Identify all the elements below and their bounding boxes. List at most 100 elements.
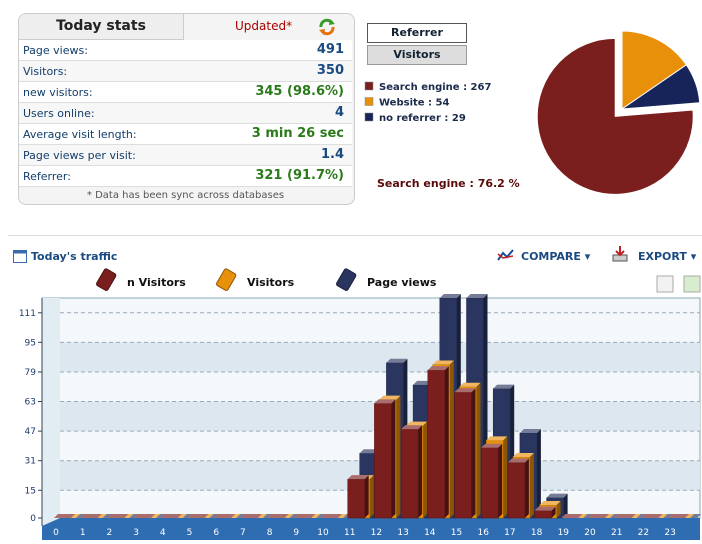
stat-row: Average visit length: 3 min 26 sec — [19, 124, 352, 145]
bar — [534, 510, 552, 519]
bar-top — [107, 514, 129, 518]
bar — [427, 369, 446, 519]
bar-top — [641, 514, 663, 518]
bar-top — [347, 475, 369, 480]
bar-top — [134, 514, 156, 518]
stats-tab[interactable]: Today stats — [19, 14, 184, 40]
y-tick-label: 31 — [25, 457, 36, 467]
bar-top — [401, 425, 423, 430]
visitors-button[interactable]: Visitors — [367, 45, 467, 65]
x-tick-label: 10 — [317, 528, 329, 538]
export-button[interactable]: EXPORT ▾ — [638, 250, 697, 263]
x-tick-label: 7 — [240, 528, 246, 538]
compare-label[interactable]: COMPARE — [521, 250, 581, 263]
pie-slice — [621, 30, 688, 110]
pie-annotation: Search engine : 76.2 % — [377, 177, 520, 190]
stat-value: 350 — [316, 63, 344, 78]
legend-label: Page views — [367, 276, 437, 289]
pie-slice — [620, 64, 701, 110]
stat-value: 3 min 26 sec — [251, 126, 344, 141]
pie-slice — [536, 37, 694, 195]
bar — [454, 392, 472, 519]
bar-top — [432, 360, 454, 365]
grid-band — [60, 342, 700, 372]
stat-value: 345 (98.6%) — [255, 84, 344, 99]
stat-row: new visitors: 345 (98.6%) — [19, 82, 352, 103]
bar-side — [524, 458, 529, 518]
bar-side — [396, 395, 401, 518]
calendar-icon — [13, 250, 27, 263]
bar-side — [503, 436, 508, 518]
bar — [480, 447, 499, 519]
export-label[interactable]: EXPORT — [638, 250, 687, 263]
bar-top — [80, 514, 102, 518]
stat-row: Page views per visit: 1.4 — [19, 145, 352, 166]
x-tick-label: 22 — [638, 528, 649, 538]
bar-top — [240, 514, 262, 518]
x-tick-label: 6 — [213, 528, 219, 538]
stat-value: 1.4 — [320, 147, 344, 162]
y-tick-label: 79 — [25, 368, 37, 378]
refresh-icon[interactable] — [317, 17, 337, 37]
y-tick-label: 0 — [30, 514, 36, 524]
stat-value: 4 — [334, 105, 344, 120]
x-tick-label: 0 — [53, 528, 59, 538]
legend-icon — [336, 268, 357, 291]
bar-top — [386, 358, 408, 363]
export-icon — [612, 246, 628, 262]
y-tick-label: 95 — [25, 338, 36, 348]
updated-label: Updated* — [235, 19, 293, 33]
legend-label: n Visitors — [127, 276, 186, 289]
bar-side — [529, 452, 534, 518]
bar-top — [321, 514, 342, 518]
bar-side — [563, 493, 568, 518]
compare-icon — [497, 249, 514, 261]
bar-side — [391, 399, 396, 518]
x-tick-label: 13 — [397, 528, 408, 538]
bar-top — [267, 514, 289, 518]
x-tick-label: 12 — [371, 528, 382, 538]
bar-top — [481, 443, 503, 448]
x-tick-label: 15 — [451, 528, 462, 538]
traffic-title: Today's traffic — [31, 250, 118, 263]
bar-top — [439, 294, 461, 298]
x-tick-label: 4 — [160, 528, 166, 538]
bar-side — [536, 428, 541, 518]
bar-side — [364, 475, 369, 518]
floor — [42, 518, 700, 540]
bar-top — [614, 514, 636, 518]
bar-side — [471, 388, 476, 518]
stat-row: Visitors: 350 — [19, 61, 352, 82]
bar-side — [423, 421, 428, 518]
bar-side — [498, 443, 503, 518]
bar-side — [556, 501, 561, 518]
bar — [374, 403, 392, 519]
bar-side — [476, 382, 481, 518]
bar-top — [379, 395, 401, 400]
bar-top — [507, 458, 529, 463]
stat-label: Visitors: — [23, 65, 68, 78]
stat-label: Page views per visit: — [23, 149, 136, 162]
y-tick-label: 47 — [25, 427, 36, 437]
legend-swatch — [364, 81, 374, 91]
chart-type-icon — [656, 275, 674, 293]
pie-chart: Search engine : 267 Website : 54 no referr… — [364, 30, 701, 195]
x-tick-label: 20 — [584, 528, 596, 538]
bar — [507, 462, 526, 519]
bar-side — [369, 475, 374, 518]
bar-top — [588, 514, 609, 518]
stat-value: 321 (91.7%) — [255, 168, 344, 183]
bar-top — [512, 452, 534, 457]
referrer-button[interactable]: Referrer — [367, 23, 467, 43]
bar-side — [444, 366, 449, 518]
bar-top — [519, 428, 541, 433]
stat-label: Page views: — [23, 44, 88, 57]
divider — [8, 235, 702, 236]
stat-row: Referrer: 321 (91.7%) — [19, 166, 352, 187]
y-tick-label: 15 — [25, 486, 36, 496]
compare-button[interactable]: COMPARE ▾ — [521, 250, 591, 263]
bar-top — [54, 514, 75, 518]
chart-type-icon — [683, 275, 701, 293]
bar-top — [561, 514, 583, 518]
